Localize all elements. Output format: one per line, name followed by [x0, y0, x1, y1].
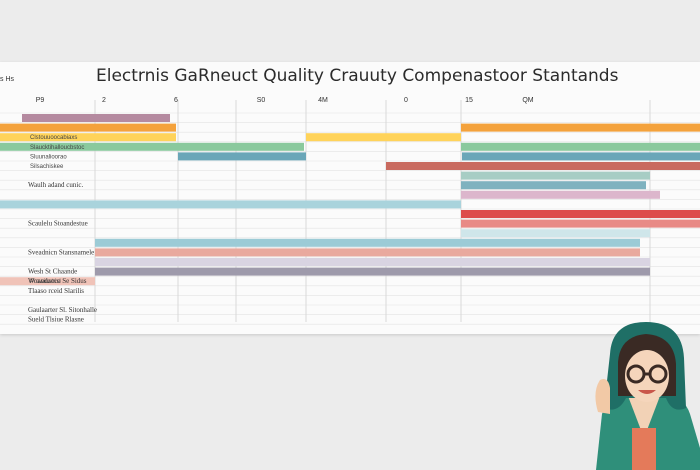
- bar: [461, 229, 650, 238]
- bar: [386, 162, 461, 170]
- bar: [95, 267, 650, 276]
- data-label: Sluunalioorao: [30, 154, 67, 160]
- tick-label: 0: [404, 97, 408, 104]
- data-label: Prowiustrisl: [30, 279, 61, 285]
- bar: [0, 142, 304, 151]
- bar: [461, 190, 660, 199]
- row-label: Gaulaarter Sl. Sitonhalle: [28, 306, 97, 314]
- bar: [0, 200, 461, 209]
- bars: [0, 114, 700, 286]
- bar: [461, 219, 700, 228]
- bar: [461, 181, 646, 190]
- bar: [0, 123, 176, 132]
- bar: [95, 238, 640, 247]
- row-label: Scaulelu Stoandestue: [28, 220, 88, 228]
- bar: [461, 210, 700, 218]
- bar: [461, 123, 700, 132]
- data-label: Clstouuoocabiaxs: [30, 135, 77, 141]
- tick-label: P9: [36, 97, 45, 104]
- bar: [462, 152, 700, 161]
- bar: [461, 162, 700, 170]
- grid: [0, 100, 700, 325]
- chart-title: Electrnis GaRneuct Quality Crauuty Compe…: [96, 66, 619, 86]
- x-ticks: P9 2 6 S0 4M 0 15 QM: [36, 97, 534, 104]
- bar: [0, 277, 95, 286]
- tick-label: 4M: [318, 97, 328, 104]
- row-label: Wesh St Chaande: [28, 268, 77, 276]
- bar: [22, 114, 170, 122]
- mascot-illustration: [595, 322, 700, 470]
- tick-label: 2: [102, 97, 106, 104]
- bar: [461, 142, 700, 151]
- gantt-chart: Waulh adand cunic. Scaulelu Stoandestue Sv…: [0, 97, 700, 325]
- data-label: Silsachiskee: [30, 164, 64, 170]
- bar: [306, 133, 461, 142]
- row-label: Tlaaso rceid Slarilis: [28, 287, 84, 295]
- bar: [461, 171, 650, 180]
- tick-label: 6: [174, 97, 178, 104]
- row-label: Sueld Tlsiue Rlasne: [28, 316, 84, 324]
- labels: Waulh adand cunic. Scaulelu Stoandestue Sv…: [28, 135, 97, 323]
- bar: [178, 152, 306, 161]
- row-label: Woandacco Se Sidus: [28, 277, 87, 285]
- bar: [0, 133, 176, 142]
- row-label: Sveadnicn Stansnamele: [28, 248, 94, 256]
- tick-label: 15: [465, 97, 473, 104]
- bar: [95, 248, 640, 257]
- bar: [95, 258, 650, 266]
- tick-label: QM: [522, 97, 533, 104]
- row-label: Waulh adand cunic.: [28, 181, 83, 189]
- data-label: Slaucktihalloucbstoc: [30, 145, 84, 151]
- corner-label: s Hs: [0, 76, 14, 83]
- tick-label: S0: [257, 97, 266, 104]
